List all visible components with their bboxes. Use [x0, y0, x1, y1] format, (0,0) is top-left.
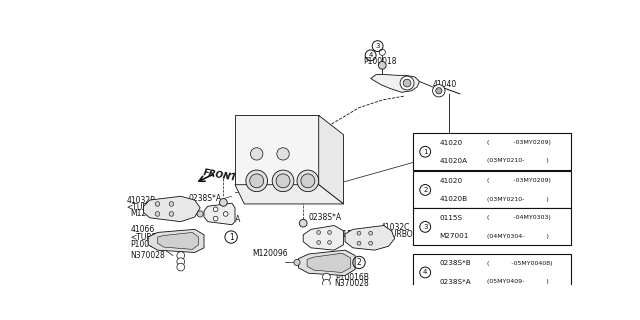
Text: M120063: M120063	[436, 146, 472, 155]
Circle shape	[317, 241, 321, 244]
Polygon shape	[319, 116, 344, 204]
Text: P100168: P100168	[131, 240, 164, 249]
Circle shape	[177, 263, 184, 271]
Text: 41020A: 41020A	[440, 158, 468, 164]
Text: M120096: M120096	[131, 210, 166, 219]
Circle shape	[436, 88, 442, 94]
Polygon shape	[345, 226, 395, 250]
Polygon shape	[148, 229, 204, 252]
Text: (03MY0210-           ): (03MY0210- )	[487, 197, 549, 202]
Text: N370028: N370028	[131, 251, 165, 260]
Text: FRONT: FRONT	[202, 168, 237, 183]
Circle shape	[250, 174, 264, 188]
Circle shape	[301, 174, 315, 188]
Text: A410001213: A410001213	[516, 270, 564, 279]
Bar	[413, 208, 571, 245]
Circle shape	[294, 260, 300, 266]
Text: <TURBO>: <TURBO>	[127, 203, 165, 212]
Text: (04MY0304-           ): (04MY0304- )	[487, 234, 549, 239]
Circle shape	[328, 230, 332, 234]
Text: 41031A: 41031A	[212, 215, 241, 224]
Circle shape	[369, 241, 372, 245]
Text: 0238S*A: 0238S*A	[189, 194, 221, 203]
Circle shape	[177, 252, 184, 260]
Circle shape	[323, 279, 330, 287]
Text: 1: 1	[423, 149, 428, 155]
Text: 41040: 41040	[433, 80, 457, 89]
Text: P10016B: P10016B	[336, 273, 370, 282]
Polygon shape	[235, 116, 319, 185]
Circle shape	[323, 273, 330, 281]
Text: (            -03MY0209): ( -03MY0209)	[487, 140, 551, 145]
Text: <TURBO>: <TURBO>	[381, 230, 420, 239]
Circle shape	[297, 170, 319, 192]
Text: 4: 4	[369, 52, 373, 58]
Polygon shape	[235, 185, 344, 204]
Polygon shape	[307, 253, 351, 273]
Polygon shape	[204, 203, 235, 225]
Text: 2: 2	[423, 187, 428, 193]
Text: 1: 1	[228, 233, 234, 242]
Circle shape	[328, 241, 332, 244]
Bar	[413, 133, 571, 170]
Polygon shape	[143, 196, 200, 222]
Circle shape	[433, 84, 445, 97]
Text: M27001: M27001	[440, 233, 469, 239]
Circle shape	[155, 202, 160, 206]
Circle shape	[197, 211, 204, 217]
Text: 41032B: 41032B	[127, 196, 156, 204]
Text: (            -04MY0303): ( -04MY0303)	[487, 215, 551, 220]
Text: 0115S: 0115S	[440, 215, 463, 221]
Bar	[413, 254, 571, 291]
Circle shape	[213, 207, 218, 212]
Polygon shape	[298, 250, 355, 276]
Text: 41066: 41066	[131, 225, 155, 234]
Bar	[413, 172, 571, 208]
Circle shape	[213, 216, 218, 221]
Circle shape	[272, 170, 294, 192]
Text: (05MY0409-           ): (05MY0409- )	[487, 279, 549, 284]
Circle shape	[369, 231, 372, 235]
Circle shape	[155, 212, 160, 216]
Circle shape	[357, 231, 361, 235]
Text: <TURBO>: <TURBO>	[131, 233, 169, 242]
Circle shape	[223, 212, 228, 216]
Circle shape	[317, 230, 321, 234]
Text: 0238S*A: 0238S*A	[440, 279, 471, 285]
Circle shape	[169, 212, 174, 216]
Polygon shape	[371, 75, 419, 92]
Text: (           -05MY00408): ( -05MY00408)	[487, 261, 553, 266]
Circle shape	[379, 49, 385, 55]
Text: M120096: M120096	[252, 250, 287, 259]
Text: 3: 3	[375, 43, 380, 49]
Text: 41032C: 41032C	[381, 222, 410, 232]
Text: (03MY0210-           ): (03MY0210- )	[487, 158, 549, 164]
Text: 41020: 41020	[440, 140, 463, 146]
Text: 41031B: 41031B	[324, 230, 353, 239]
Circle shape	[277, 148, 289, 160]
Circle shape	[276, 174, 290, 188]
Text: (            -03MY0209): ( -03MY0209)	[487, 178, 551, 183]
Text: 41020: 41020	[440, 178, 463, 184]
Text: N370028: N370028	[334, 279, 369, 288]
Text: 0238S*A: 0238S*A	[308, 213, 342, 222]
Text: 2: 2	[356, 258, 362, 267]
Text: P100018: P100018	[363, 57, 396, 66]
Text: 4: 4	[423, 269, 428, 276]
Text: 0238S*B: 0238S*B	[440, 260, 471, 266]
Polygon shape	[303, 226, 344, 250]
Circle shape	[177, 258, 184, 266]
Text: 3: 3	[423, 224, 428, 230]
Circle shape	[220, 198, 227, 206]
Circle shape	[403, 79, 411, 87]
Text: 41020B: 41020B	[440, 196, 468, 202]
Circle shape	[250, 148, 263, 160]
Circle shape	[378, 61, 386, 69]
Circle shape	[169, 202, 174, 206]
Circle shape	[300, 219, 307, 227]
Circle shape	[357, 241, 361, 245]
Polygon shape	[157, 232, 198, 249]
Circle shape	[246, 170, 268, 192]
Circle shape	[400, 76, 414, 90]
